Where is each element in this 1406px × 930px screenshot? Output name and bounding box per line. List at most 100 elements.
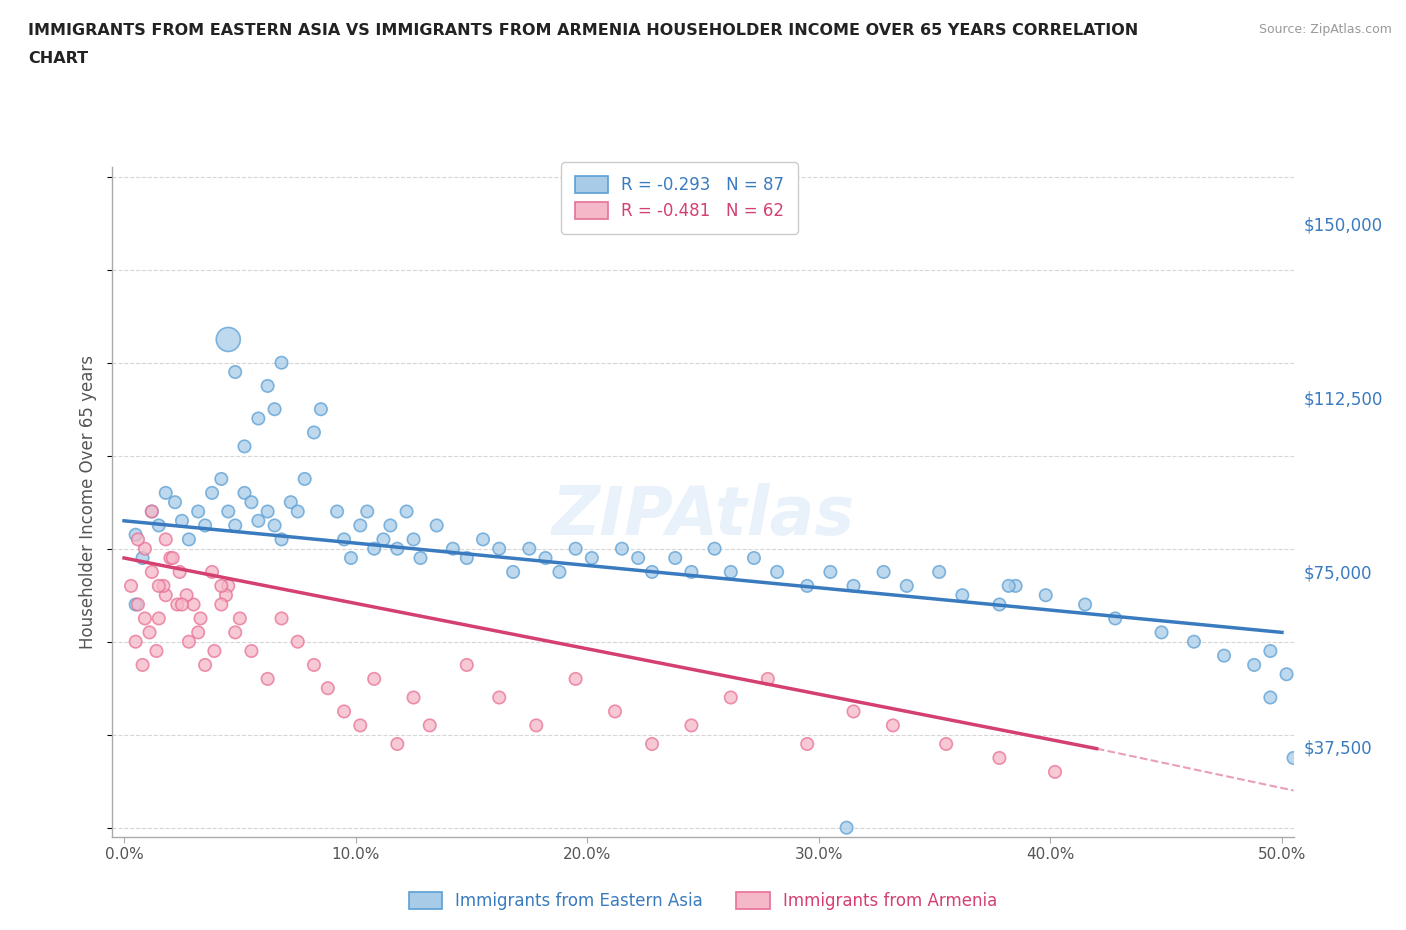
Point bbox=[842, 704, 865, 719]
Point bbox=[387, 541, 409, 556]
Point bbox=[928, 565, 950, 579]
Point bbox=[224, 365, 246, 379]
Point bbox=[302, 425, 325, 440]
Point bbox=[256, 379, 278, 393]
Point bbox=[1260, 644, 1282, 658]
Point bbox=[256, 671, 278, 686]
Point bbox=[402, 690, 425, 705]
Point bbox=[170, 597, 193, 612]
Point bbox=[524, 718, 547, 733]
Point bbox=[796, 737, 818, 751]
Point bbox=[256, 504, 278, 519]
Point bbox=[373, 532, 395, 547]
Point bbox=[502, 565, 524, 579]
Point bbox=[380, 518, 402, 533]
Point bbox=[120, 578, 142, 593]
Point bbox=[209, 578, 232, 593]
Point bbox=[681, 565, 703, 579]
Point bbox=[152, 578, 174, 593]
Point bbox=[194, 658, 217, 672]
Point bbox=[935, 737, 957, 751]
Point bbox=[488, 690, 510, 705]
Point bbox=[138, 625, 160, 640]
Point bbox=[488, 541, 510, 556]
Point bbox=[456, 551, 478, 565]
Point bbox=[162, 551, 184, 565]
Point bbox=[187, 504, 209, 519]
Point bbox=[950, 588, 973, 603]
Point bbox=[141, 504, 163, 519]
Point bbox=[564, 541, 586, 556]
Point bbox=[333, 704, 356, 719]
Point bbox=[456, 658, 478, 672]
Point bbox=[395, 504, 418, 519]
Point bbox=[1182, 634, 1205, 649]
Point bbox=[1213, 648, 1236, 663]
Point bbox=[517, 541, 540, 556]
Point bbox=[270, 532, 292, 547]
Point bbox=[287, 634, 309, 649]
Point bbox=[124, 527, 146, 542]
Point bbox=[194, 518, 217, 533]
Point bbox=[217, 578, 239, 593]
Point bbox=[177, 532, 200, 547]
Point bbox=[703, 541, 725, 556]
Point bbox=[209, 597, 232, 612]
Point bbox=[363, 541, 385, 556]
Point bbox=[240, 495, 263, 510]
Point bbox=[240, 644, 263, 658]
Point bbox=[882, 718, 904, 733]
Point bbox=[177, 634, 200, 649]
Point bbox=[664, 551, 686, 565]
Point bbox=[356, 504, 378, 519]
Point bbox=[316, 681, 339, 696]
Point bbox=[131, 658, 153, 672]
Point bbox=[233, 439, 256, 454]
Point bbox=[720, 690, 742, 705]
Point bbox=[326, 504, 349, 519]
Point bbox=[127, 597, 149, 612]
Point bbox=[155, 588, 177, 603]
Point bbox=[224, 625, 246, 640]
Point bbox=[215, 588, 238, 603]
Point bbox=[409, 551, 432, 565]
Point bbox=[170, 513, 193, 528]
Point bbox=[202, 644, 225, 658]
Point bbox=[145, 644, 167, 658]
Point bbox=[141, 565, 163, 579]
Point bbox=[627, 551, 650, 565]
Point bbox=[333, 532, 356, 547]
Point bbox=[1275, 667, 1298, 682]
Point bbox=[1260, 690, 1282, 705]
Point bbox=[127, 532, 149, 547]
Text: Source: ZipAtlas.com: Source: ZipAtlas.com bbox=[1258, 23, 1392, 36]
Point bbox=[842, 578, 865, 593]
Point bbox=[263, 402, 285, 417]
Point bbox=[349, 718, 371, 733]
Point bbox=[681, 718, 703, 733]
Point bbox=[148, 518, 170, 533]
Point bbox=[247, 411, 270, 426]
Point bbox=[141, 504, 163, 519]
Point bbox=[169, 565, 191, 579]
Point bbox=[302, 658, 325, 672]
Point bbox=[340, 551, 363, 565]
Point bbox=[610, 541, 633, 556]
Point bbox=[581, 551, 603, 565]
Text: ZIPAtlas: ZIPAtlas bbox=[551, 483, 855, 549]
Point bbox=[641, 565, 664, 579]
Text: IMMIGRANTS FROM EASTERN ASIA VS IMMIGRANTS FROM ARMENIA HOUSEHOLDER INCOME OVER : IMMIGRANTS FROM EASTERN ASIA VS IMMIGRAN… bbox=[28, 23, 1139, 38]
Point bbox=[124, 634, 146, 649]
Point bbox=[309, 402, 332, 417]
Point bbox=[159, 551, 181, 565]
Point bbox=[472, 532, 495, 547]
Point bbox=[134, 541, 156, 556]
Point bbox=[641, 737, 664, 751]
Point bbox=[796, 578, 818, 593]
Point bbox=[820, 565, 842, 579]
Point bbox=[270, 611, 292, 626]
Point bbox=[564, 671, 586, 686]
Point bbox=[148, 578, 170, 593]
Point bbox=[176, 588, 198, 603]
Point bbox=[387, 737, 409, 751]
